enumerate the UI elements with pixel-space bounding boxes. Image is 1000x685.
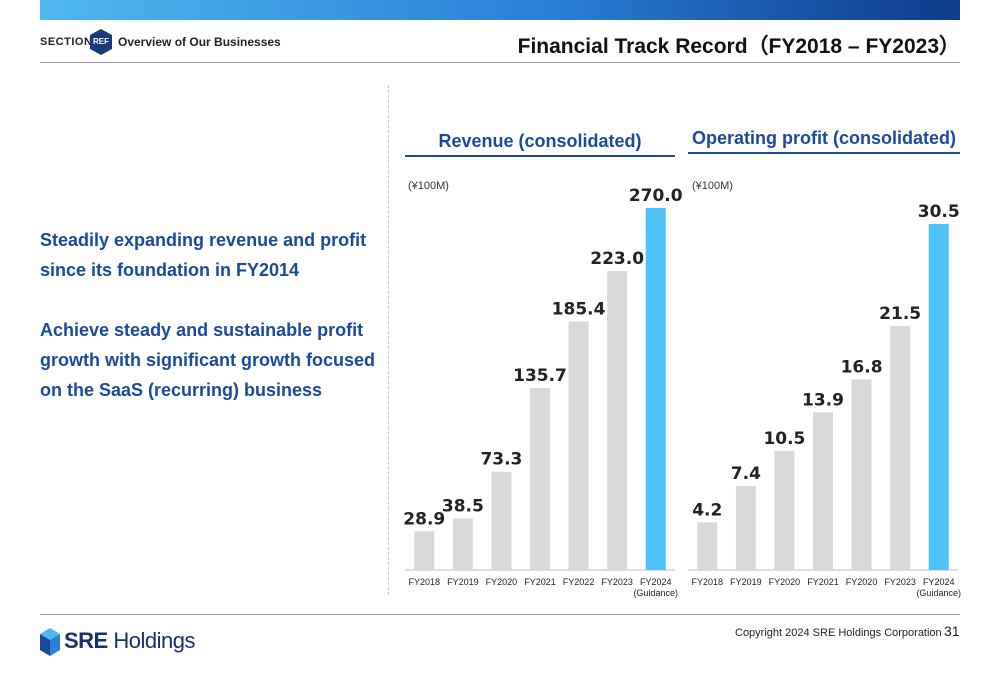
revenue-bar bbox=[607, 271, 628, 570]
revenue-value-label: 185.4 bbox=[552, 299, 606, 319]
lead-paragraph-2: Achieve steady and sustainable profit gr… bbox=[40, 320, 375, 400]
revenue-chart-title: Revenue (consolidated) bbox=[438, 131, 642, 151]
company-logo-text: SRE Holdings bbox=[64, 628, 195, 654]
revenue-bar bbox=[530, 388, 550, 570]
op-profit-category-label: FY2024 bbox=[923, 577, 955, 587]
revenue-unit-label: (¥100M) bbox=[408, 180, 449, 192]
revenue-bar bbox=[568, 321, 589, 570]
revenue-bar bbox=[414, 531, 435, 570]
vertical-divider bbox=[388, 85, 389, 595]
revenue-bar bbox=[491, 471, 512, 570]
op-profit-value-label: 4.2 bbox=[692, 500, 722, 520]
op-profit-value-label: 10.5 bbox=[763, 429, 805, 449]
revenue-value-label: 38.5 bbox=[442, 496, 484, 516]
top-accent-bar bbox=[40, 0, 960, 20]
revenue-category-sublabel: (Guidance) bbox=[633, 588, 678, 598]
revenue-category-label: FY2019 bbox=[447, 577, 479, 587]
revenue-title-underline bbox=[405, 155, 675, 157]
op-profit-bar bbox=[890, 326, 911, 570]
lead-paragraph-1: Steadily expanding revenue and profit si… bbox=[40, 230, 367, 280]
op-profit-chart-title: Operating profit (consolidated) bbox=[692, 128, 956, 148]
revenue-value-label: 73.3 bbox=[480, 450, 522, 470]
revenue-category-label: FY2018 bbox=[409, 577, 441, 587]
page-number: 31 bbox=[944, 623, 960, 639]
revenue-bar bbox=[645, 208, 666, 570]
op-profit-bar bbox=[813, 412, 833, 570]
revenue-value-label: 28.9 bbox=[403, 509, 445, 529]
op-profit-category-label: FY2021 bbox=[807, 577, 839, 587]
section-title: Overview of Our Businesses bbox=[118, 35, 281, 49]
revenue-category-label: FY2023 bbox=[601, 577, 633, 587]
op-profit-bar bbox=[735, 486, 756, 570]
op-profit-bar bbox=[697, 522, 718, 570]
sre-logo-icon bbox=[40, 628, 60, 656]
op-profit-value-label: 13.9 bbox=[802, 390, 844, 410]
logo-rest: Holdings bbox=[107, 628, 195, 653]
op-profit-bar bbox=[928, 224, 949, 570]
op-profit-value-label: 16.8 bbox=[841, 357, 883, 377]
revenue-category-label: FY2021 bbox=[524, 577, 556, 587]
op-profit-value-label: 21.5 bbox=[879, 304, 921, 324]
ref-badge-icon bbox=[90, 29, 112, 55]
section-label: SECTION bbox=[40, 36, 93, 48]
op-profit-bar bbox=[851, 379, 872, 570]
revenue-value-label: 223.0 bbox=[590, 249, 644, 269]
footer-divider bbox=[40, 614, 960, 615]
op-profit-value-label: 30.5 bbox=[918, 202, 960, 222]
page-title: Financial Track Record（FY2018 – FY2023） bbox=[517, 35, 960, 58]
op-profit-category-label: FY2023 bbox=[884, 577, 916, 587]
op-profit-category-label: FY2019 bbox=[730, 577, 762, 587]
revenue-category-label: FY2022 bbox=[563, 577, 595, 587]
lead-text: Steadily expanding revenue and profit si… bbox=[40, 225, 380, 405]
revenue-value-label: 270.0 bbox=[629, 186, 683, 206]
ref-badge-label: REF bbox=[93, 37, 109, 46]
copyright-text: Copyright 2024 SRE Holdings Corporation bbox=[735, 627, 942, 639]
title-divider bbox=[40, 62, 960, 63]
op-profit-category-label: FY2018 bbox=[692, 577, 724, 587]
op-profit-value-label: 7.4 bbox=[731, 464, 761, 484]
revenue-category-label: FY2024 bbox=[640, 577, 672, 587]
op-profit-category-sublabel: (Guidance) bbox=[916, 588, 961, 598]
op-profit-unit-label: (¥100M) bbox=[692, 180, 733, 192]
logo-bold: SRE bbox=[64, 628, 108, 653]
op-profit-category-label: FY2020 bbox=[846, 577, 878, 587]
revenue-bar bbox=[452, 518, 473, 570]
op-profit-title-underline bbox=[688, 152, 960, 154]
op-profit-category-label: FY2020 bbox=[769, 577, 801, 587]
op-profit-bar bbox=[774, 450, 795, 570]
revenue-category-label: FY2020 bbox=[486, 577, 518, 587]
revenue-value-label: 135.7 bbox=[513, 366, 567, 386]
